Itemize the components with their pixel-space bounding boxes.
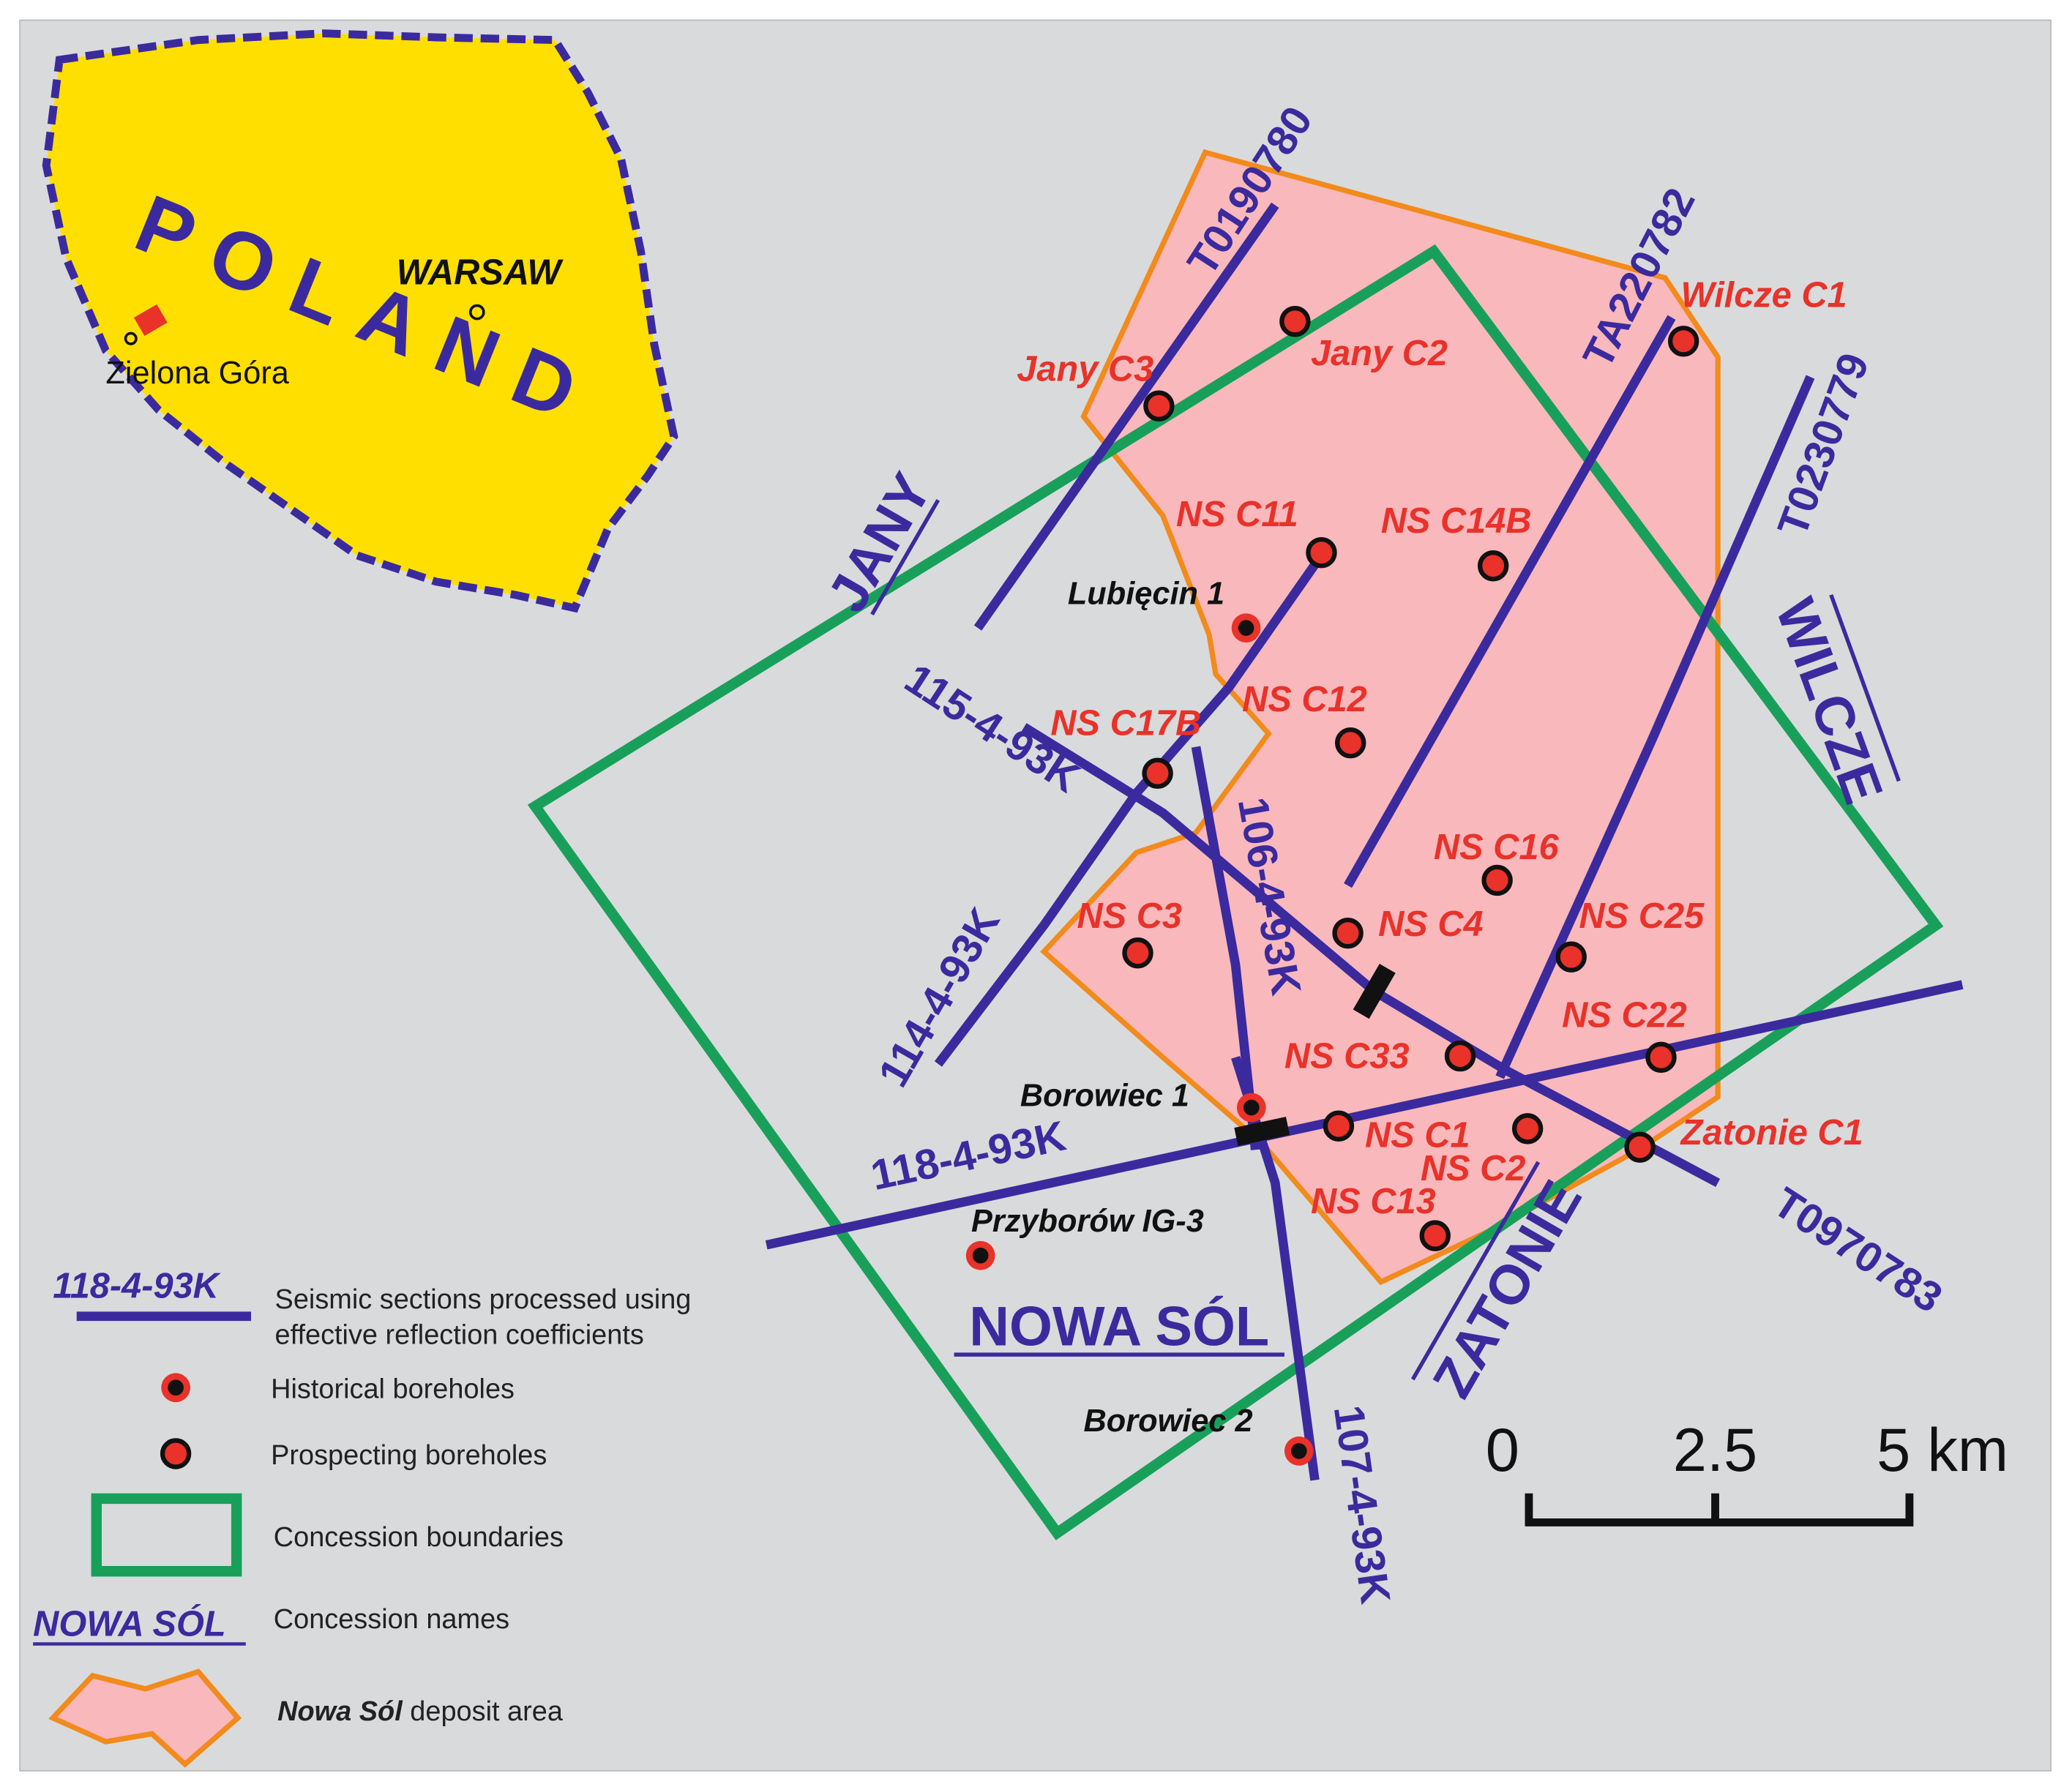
borehole-label: Jany C3 xyxy=(1017,349,1153,389)
borehole xyxy=(1279,306,1311,337)
junction-bar xyxy=(1353,964,1396,1019)
borehole-label: NS C13 xyxy=(1311,1182,1436,1221)
legend-emphasis: Nowa Sól xyxy=(277,1696,403,1727)
borehole-label: NS C11 xyxy=(1176,495,1298,534)
borehole-label: NS C4 xyxy=(1378,904,1484,944)
underline xyxy=(1829,593,1901,782)
deposit-area xyxy=(1040,149,1721,1286)
borehole xyxy=(1332,917,1364,949)
borehole xyxy=(1667,326,1699,357)
prospecting-boreholes: Jany C3 Jany C2 Wilcze C1 NS C11 NS C14B… xyxy=(1017,275,1863,1251)
borehole-label: NS C22 xyxy=(1562,995,1687,1035)
borehole xyxy=(1645,1041,1677,1074)
city-name: Zielona Góra xyxy=(105,356,289,391)
legend-symbol xyxy=(91,1493,242,1577)
legend-sample: 118-4-93K xyxy=(53,1266,221,1305)
borehole-label: NS C33 xyxy=(1284,1036,1410,1076)
borehole xyxy=(1334,727,1366,759)
legend-text: Seismic sections processed using xyxy=(275,1284,692,1315)
seismic-line xyxy=(765,980,1964,1250)
concession-name: NOWA SÓL xyxy=(969,1295,1269,1357)
borehole-label: Lubięcin 1 xyxy=(1068,577,1224,612)
borehole-label: Zatonie C1 xyxy=(1680,1113,1863,1153)
borehole-label: Przyborów IG-3 xyxy=(971,1204,1204,1239)
borehole-label: NS C3 xyxy=(1077,896,1182,936)
borehole-core xyxy=(1238,620,1254,636)
legend-text: Prospecting boreholes xyxy=(271,1440,547,1471)
borehole xyxy=(1511,1113,1544,1144)
legend-symbol xyxy=(168,1379,184,1396)
borehole xyxy=(1624,1131,1656,1163)
study-area-marker xyxy=(133,304,168,336)
capital-marker xyxy=(468,304,485,321)
borehole xyxy=(1142,757,1173,789)
legend-text: effective reflection coefficients xyxy=(275,1320,644,1351)
borehole xyxy=(1143,390,1175,422)
borehole-label: NS C14B xyxy=(1381,501,1532,541)
seismic-line xyxy=(1495,375,1815,1079)
borehole xyxy=(1323,1110,1355,1142)
scale-label: 0 xyxy=(1486,1416,1519,1484)
legend-text: Nowa Sól deposit area xyxy=(277,1696,564,1727)
borehole-core xyxy=(1290,1443,1307,1459)
borehole-core xyxy=(1243,1099,1260,1116)
borehole xyxy=(1481,864,1513,896)
borehole xyxy=(1555,941,1587,973)
borehole xyxy=(1306,536,1337,569)
scale-label: 2.5 xyxy=(1673,1416,1757,1484)
borehole-label: NS C12 xyxy=(1242,680,1367,719)
borehole xyxy=(1122,937,1153,969)
underline xyxy=(870,498,940,616)
legend-symbol xyxy=(160,1438,192,1469)
legend-text: Historical boreholes xyxy=(271,1374,515,1405)
poland-outline xyxy=(42,29,678,613)
concession-boundary xyxy=(527,244,1944,1540)
historical-boreholes: Lubięcin 1 Borowiec 1 Przyborów IG-3 Bor… xyxy=(965,577,1314,1466)
seismic-line xyxy=(1344,315,1676,888)
borehole-label: NS C1 xyxy=(1365,1116,1470,1155)
seismic-line xyxy=(973,202,1279,631)
borehole-label: NS C2 xyxy=(1421,1149,1526,1188)
borehole-label: NS C17B xyxy=(1050,703,1201,743)
seismic-line xyxy=(934,552,1325,1067)
legend-text: Concession names xyxy=(274,1604,509,1635)
borehole-label: Jany C2 xyxy=(1311,334,1448,373)
borehole xyxy=(1477,550,1509,582)
borehole-label: Wilcze C1 xyxy=(1681,275,1847,315)
seismic-line xyxy=(1021,723,1377,995)
city-marker xyxy=(124,331,138,345)
underline xyxy=(1410,1161,1541,1381)
capital-name: WARSAW xyxy=(397,253,564,293)
legend-sample: NOWA SÓL xyxy=(33,1605,226,1644)
borehole xyxy=(1419,1220,1451,1251)
borehole xyxy=(1444,1040,1476,1072)
borehole-core xyxy=(972,1247,989,1264)
junction-bar xyxy=(1234,1117,1290,1146)
scale-bar: 0 2.5 5 km xyxy=(1486,1416,2008,1526)
borehole-label: NS C25 xyxy=(1579,896,1705,936)
scale-line xyxy=(1525,1493,1914,1526)
legend: 118-4-93K Seismic sections processed usi… xyxy=(33,1266,692,1768)
scale-label: 5 km xyxy=(1877,1416,2008,1484)
legend-symbol xyxy=(48,1668,242,1768)
legend-text: Concession boundaries xyxy=(274,1522,564,1553)
borehole-label: NS C16 xyxy=(1434,828,1560,867)
borehole-label: Borowiec 2 xyxy=(1083,1404,1252,1439)
concession-name-group: NOWA SÓL xyxy=(954,1295,1284,1357)
legend-text-part: deposit area xyxy=(410,1696,564,1727)
borehole-label: Borowiec 1 xyxy=(1020,1079,1189,1114)
